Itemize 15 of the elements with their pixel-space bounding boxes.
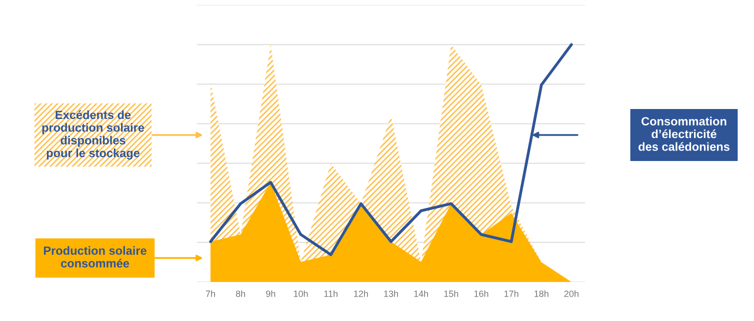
x-tick-label: 13h [384, 290, 398, 297]
x-tick-label: 18h [534, 290, 548, 297]
x-tick-label: 17h [504, 290, 518, 297]
x-tick-label: 10h [294, 290, 308, 297]
x-tick-label: 9h [266, 290, 276, 297]
x-tick-label: 11h [324, 290, 338, 297]
x-tick-label: 12h [354, 290, 368, 297]
x-tick-label: 8h [236, 290, 246, 297]
x-tick-label: 20h [564, 290, 578, 297]
text: Consommation d’électricité des calédoniens [638, 116, 730, 151]
x-tick-label: 14h [414, 290, 428, 297]
x-tick-label: 15h [444, 290, 458, 297]
x-tick-label: 16h [474, 290, 488, 297]
x-tick-label: 7h [206, 290, 215, 297]
text: Production solaire consommée [44, 246, 146, 268]
